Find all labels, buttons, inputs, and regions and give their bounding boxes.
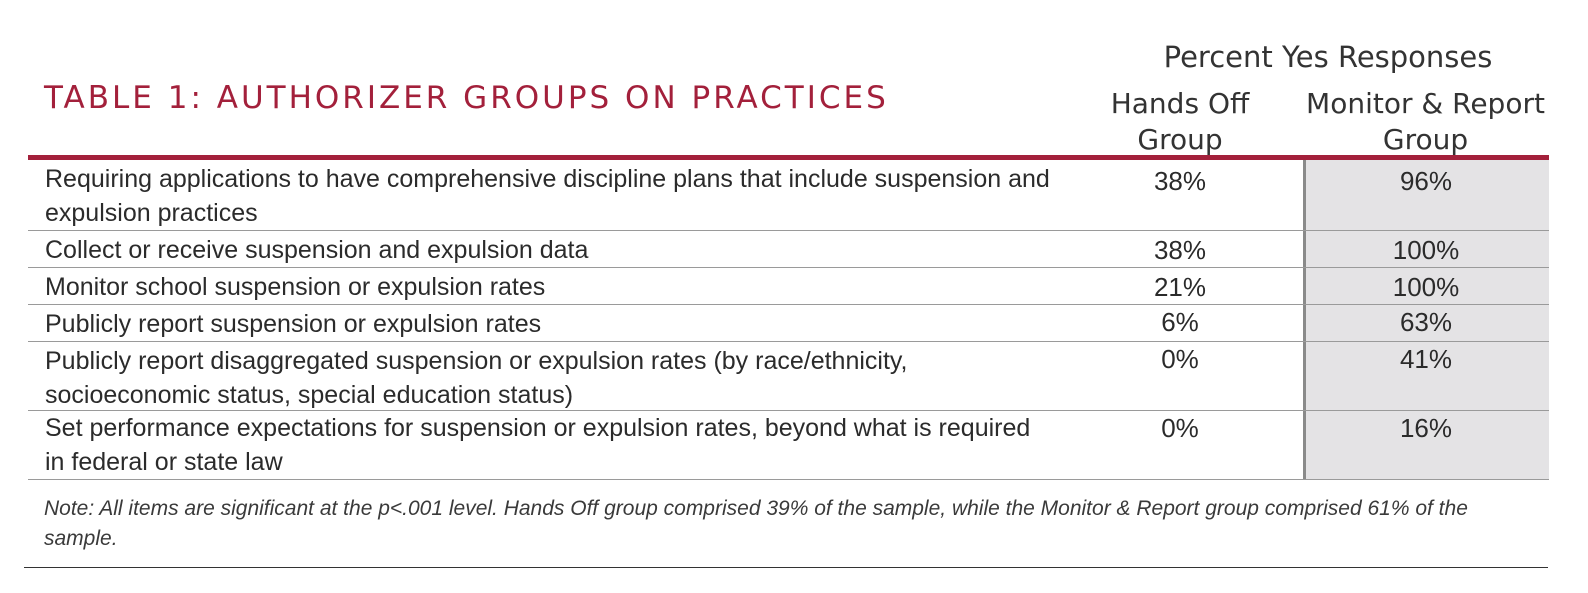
table-row: Set performance expectations for suspens… xyxy=(28,411,1549,480)
header-rule xyxy=(28,155,1549,160)
table-row: Monitor school suspension or expulsion r… xyxy=(28,268,1549,305)
bottom-rule xyxy=(24,567,1548,568)
row-label: Monitor school suspension or expulsion r… xyxy=(45,273,546,301)
super-header: Percent Yes Responses xyxy=(1163,40,1493,74)
hands-off-value: 0% xyxy=(1161,344,1199,374)
hands-off-value: 38% xyxy=(1153,235,1207,265)
table-row: Collect or receive suspension and expuls… xyxy=(28,231,1549,268)
monitor-report-value: 63% xyxy=(1399,307,1453,337)
monitor-report-value: 41% xyxy=(1399,344,1453,374)
monitor-report-value: 100% xyxy=(1392,235,1460,265)
row-label: Collect or receive suspension and expuls… xyxy=(45,236,589,264)
monitor-report-value: 96% xyxy=(1399,166,1453,196)
column-header-hands-off: Hands Off Group xyxy=(1110,87,1250,156)
column-header-monitor-report: Monitor & Report Group xyxy=(1306,87,1545,156)
hands-off-value: 6% xyxy=(1161,307,1199,337)
monitor-report-value: 16% xyxy=(1399,413,1453,443)
table-row: Requiring applications to have comprehen… xyxy=(28,160,1549,231)
table-row: Publicly report suspension or expulsion … xyxy=(28,305,1549,342)
table-row: Publicly report disaggregated suspension… xyxy=(28,342,1549,411)
monitor-column-shading xyxy=(1303,160,1549,480)
row-label: Publicly report suspension or expulsion … xyxy=(45,310,542,338)
hands-off-value: 0% xyxy=(1161,413,1199,443)
table-note: Note: All items are significant at the p… xyxy=(44,497,1468,550)
row-label: Requiring applications to have comprehen… xyxy=(45,165,1050,227)
row-label: Set performance expectations for suspens… xyxy=(45,414,1031,476)
monitor-report-value: 100% xyxy=(1392,272,1460,302)
row-label: Publicly report disaggregated suspension… xyxy=(45,347,908,409)
hands-off-value: 21% xyxy=(1153,272,1207,302)
table-title: TABLE 1: AUTHORIZER GROUPS ON PRACTICES xyxy=(44,80,889,116)
hands-off-value: 38% xyxy=(1153,166,1207,196)
